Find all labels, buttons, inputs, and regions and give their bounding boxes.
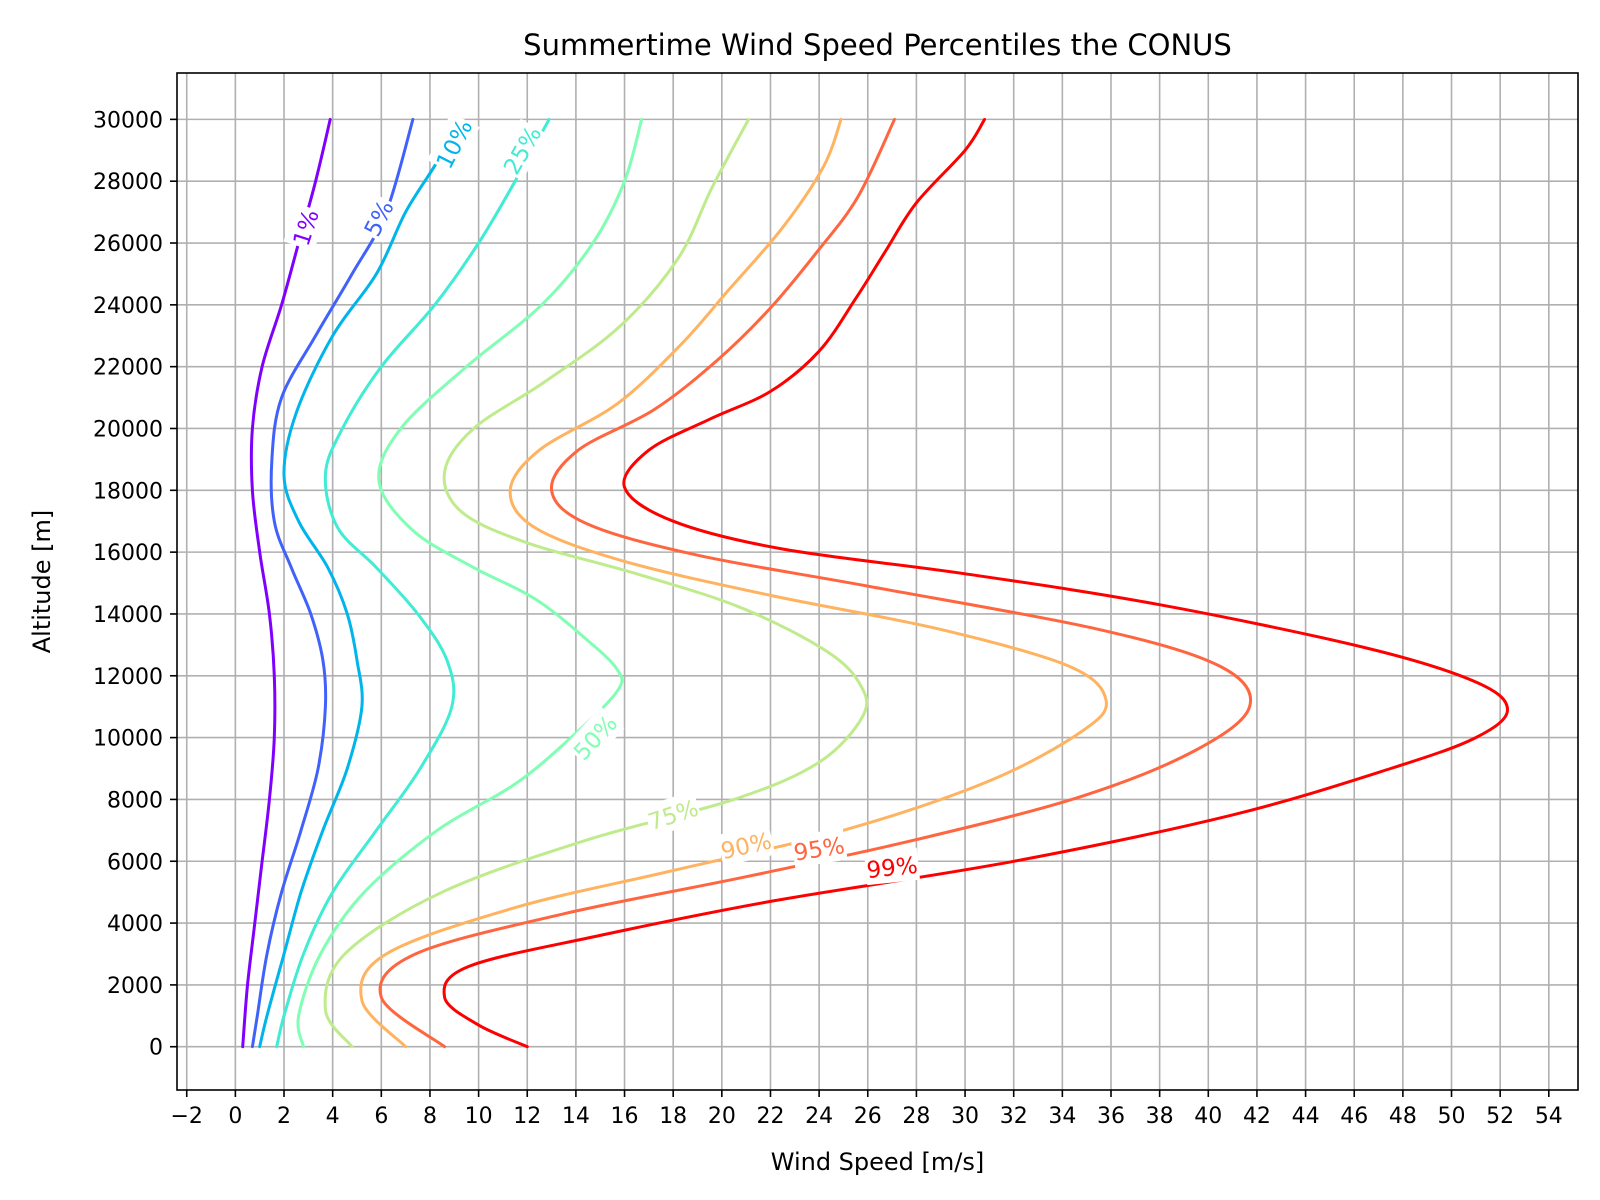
x-tick-label: 40 (1194, 1104, 1222, 1129)
series-line-9 (442, 117, 1509, 1049)
series-label-group: 25% (494, 118, 549, 181)
x-tick-label: 32 (1000, 1104, 1028, 1129)
x-tick-label: 42 (1243, 1104, 1271, 1129)
y-tick-label: 26000 (93, 232, 163, 257)
x-tick-label: 10 (465, 1104, 493, 1129)
x-tick-label: 18 (659, 1104, 687, 1129)
y-tick-label: 0 (149, 1036, 163, 1061)
x-tick-label: 38 (1146, 1104, 1174, 1129)
y-tick-label: 16000 (93, 541, 163, 566)
grid (177, 73, 1578, 1090)
series-label-group: 75% (642, 790, 704, 838)
series-label-group: 99% (863, 847, 921, 886)
series-line-8 (378, 117, 1253, 1049)
x-tick-label: 36 (1097, 1104, 1125, 1129)
y-tick-label: 30000 (93, 108, 163, 133)
series-line-2 (250, 117, 415, 1049)
series-line-7 (359, 117, 1108, 1049)
series-label-background (283, 203, 327, 252)
series-line-3 (258, 130, 456, 1049)
x-tick-label: 4 (326, 1104, 340, 1129)
x-tick-label: 16 (611, 1104, 639, 1129)
x-tick-label: 12 (513, 1104, 541, 1129)
x-tick-label: 34 (1048, 1104, 1076, 1129)
series-line-1 (241, 117, 332, 1049)
x-tick-label: 28 (902, 1104, 930, 1129)
x-tick-label: 22 (756, 1104, 784, 1129)
plot-frame (176, 72, 1579, 1091)
y-axis-ticks: 0 2000 4000 6000 8000 10000 12000 14000 16000 180… (93, 108, 177, 1061)
x-tick-label: 20 (708, 1104, 736, 1129)
x-tick-label: 46 (1340, 1104, 1368, 1129)
series-label-background (716, 823, 776, 867)
series-label-background (642, 790, 704, 838)
chart-title: Summertime Wind Speed Percentiles the CO… (523, 28, 1232, 62)
y-tick-label: 10000 (93, 727, 163, 752)
x-tick-label: 52 (1486, 1104, 1514, 1129)
series-label-background (564, 706, 625, 768)
series-label-group: 95% (790, 827, 848, 868)
series-label-9: 99% (865, 853, 919, 884)
series-label-background (427, 112, 480, 175)
y-tick-label: 14000 (93, 603, 163, 628)
y-tick-label: 4000 (107, 912, 163, 937)
y-axis-label: Altitude [m] (28, 510, 56, 654)
x-tick-label: 48 (1389, 1104, 1417, 1129)
series-label-group: 90% (716, 823, 776, 867)
y-tick-label: 12000 (93, 665, 163, 690)
series-line-4 (275, 117, 551, 1049)
y-tick-label: 24000 (93, 294, 163, 319)
x-tick-label: 6 (374, 1104, 388, 1129)
x-tick-label: 0 (228, 1104, 242, 1129)
series-lines (241, 117, 1509, 1049)
series-label-group: 50% (564, 706, 625, 768)
x-tick-label: 14 (562, 1104, 590, 1129)
x-axis-ticks: −2 0 2 4 6 8 10 12 14 16 18 20 22 24 26 28 30 32 34 36 38 40 4… (171, 1090, 1563, 1129)
x-tick-label: 44 (1292, 1104, 1320, 1129)
y-tick-label: 2000 (107, 974, 163, 999)
y-tick-label: 20000 (93, 417, 163, 442)
y-tick-label: 18000 (93, 479, 163, 504)
x-tick-label: −2 (171, 1104, 203, 1129)
y-tick-label: 6000 (107, 850, 163, 875)
series-line-6 (323, 117, 869, 1049)
y-tick-label: 8000 (107, 788, 163, 813)
series-label-background (790, 827, 848, 868)
x-tick-label: 54 (1535, 1104, 1563, 1129)
y-tick-label: 22000 (93, 356, 163, 381)
series-label-group: 1% (283, 203, 327, 252)
x-tick-label: 2 (277, 1104, 291, 1129)
x-tick-label: 30 (951, 1104, 979, 1129)
x-tick-label: 24 (805, 1104, 833, 1129)
x-tick-label: 50 (1438, 1104, 1466, 1129)
x-axis-label: Wind Speed [m/s] (771, 1148, 985, 1176)
y-tick-label: 28000 (93, 170, 163, 195)
x-tick-label: 26 (854, 1104, 882, 1129)
series-label-background (354, 192, 402, 243)
x-tick-label: 8 (423, 1104, 437, 1129)
series-label-background (494, 118, 549, 181)
series-labels: 1% 5%10% 25%50%75%90% 95%99% (283, 112, 921, 886)
series-line-5 (296, 117, 644, 1049)
series-label-background (863, 847, 921, 886)
